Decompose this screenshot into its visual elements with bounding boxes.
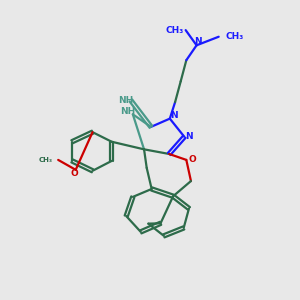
Text: NH: NH (120, 107, 135, 116)
Text: N: N (194, 37, 202, 46)
Text: N: N (185, 132, 193, 141)
Text: CH₃: CH₃ (225, 32, 244, 41)
Text: CH₃: CH₃ (39, 157, 53, 163)
Text: CH₃: CH₃ (166, 26, 184, 34)
Text: N: N (170, 111, 178, 120)
Text: NH: NH (118, 96, 133, 105)
Text: O: O (70, 169, 78, 178)
Text: O: O (188, 155, 196, 164)
